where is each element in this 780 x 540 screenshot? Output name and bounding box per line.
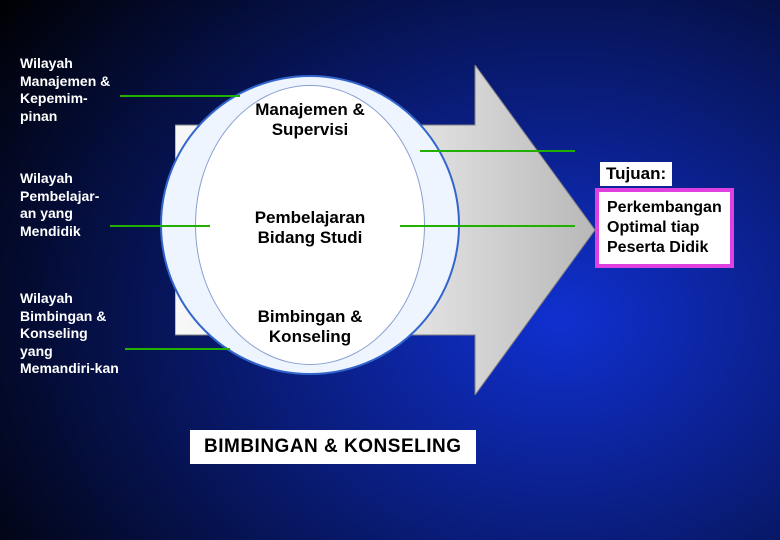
left-label-top: Wilayah Manajemen & Kepemim- pinan [20,55,110,125]
diagram-content: Manajemen & Supervisi Pembelajaran Bidan… [0,0,780,540]
connector-left-bottom [125,348,230,350]
connector-right-bottom [400,225,575,227]
connector-left-middle [110,225,210,227]
ellipse-label-top: Manajemen & Supervisi [230,100,390,140]
goal-box: Perkembangan Optimal tiap Peserta Didik [595,188,734,268]
connector-right-top [420,150,575,152]
left-label-middle: Wilayah Pembelajar- an yang Mendidik [20,170,99,240]
ellipse-label-bottom: Bimbingan & Konseling [230,307,390,347]
bottom-title: BIMBINGAN & KONSELING [190,430,476,464]
left-label-bottom: Wilayah Bimbingan & Konseling yang Meman… [20,290,119,378]
ellipse-label-middle: Pembelajaran Bidang Studi [230,208,390,248]
goal-title: Tujuan: [600,162,672,186]
connector-left-top [120,95,240,97]
